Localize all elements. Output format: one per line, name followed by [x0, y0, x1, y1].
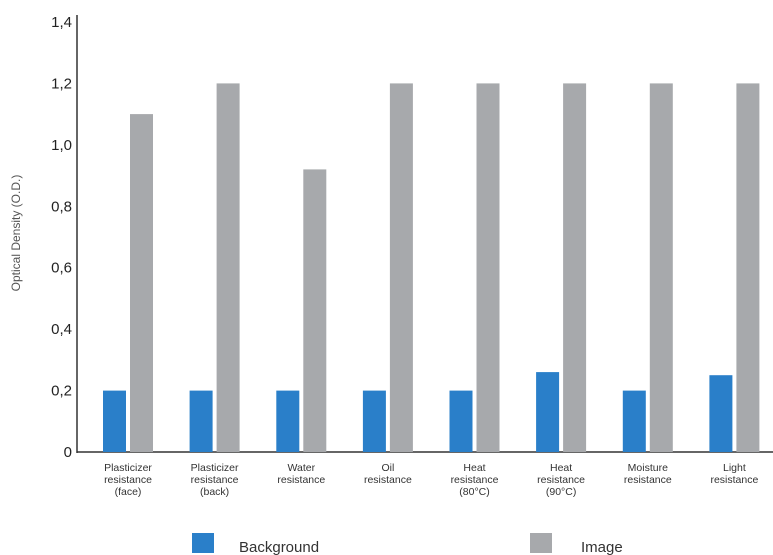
category-label: Oil resistance: [364, 462, 412, 486]
bar-image-8: [736, 83, 760, 453]
y-tick-label: 1,4: [51, 14, 72, 31]
category-label: Light resistance: [710, 462, 758, 486]
bar-image-2: [216, 83, 240, 453]
bar-image-5: [476, 83, 500, 453]
bar-background-6: [536, 372, 560, 452]
bar-image-4: [389, 83, 413, 453]
y-ticks: 0 0,2 0,4 0,6 0,8 1,0 1,2 1,4: [51, 14, 72, 461]
legend-swatch-background: [192, 533, 214, 553]
bar-background-3: [276, 390, 300, 452]
bar-image-1: [130, 114, 153, 452]
y-tick-label: 0,8: [51, 198, 72, 215]
bar-background-2: [189, 390, 213, 452]
y-tick-label: 0,4: [51, 321, 72, 338]
legend-label-image: Image: [581, 539, 623, 555]
y-tick-label: 1,0: [51, 137, 72, 154]
bar-background-8: [709, 375, 733, 452]
category-label: Heat resistance (90°C): [537, 462, 585, 498]
legend: Background Image: [192, 533, 623, 555]
bar-image-6: [563, 83, 587, 453]
bar-background-5: [449, 390, 473, 452]
bars: [103, 83, 760, 453]
y-tick-label: 1,2: [51, 75, 72, 92]
category-labels: Plasticizer resistance (face) Plasticizer re…: [104, 462, 758, 498]
category-label: Plasticizer resistance (face): [104, 462, 152, 498]
bar-image-3: [303, 169, 327, 452]
y-tick-label: 0,6: [51, 260, 72, 277]
category-label: Plasticizer resistance (back): [191, 462, 239, 498]
category-label: Heat resistance (80°C): [451, 462, 499, 498]
bar-background-4: [362, 390, 386, 452]
bar-background-1: [103, 390, 126, 452]
y-axis-label: Optical Density (O.D.): [9, 175, 23, 292]
y-tick-label: 0,2: [51, 383, 72, 400]
y-tick-label: 0: [64, 444, 72, 461]
legend-swatch-image: [530, 533, 552, 553]
category-label: Water resistance: [277, 462, 325, 486]
category-label: Moisture resistance: [624, 462, 672, 486]
bar-background-7: [622, 390, 646, 452]
legend-label-background: Background: [239, 539, 319, 555]
bar-image-7: [649, 83, 673, 453]
